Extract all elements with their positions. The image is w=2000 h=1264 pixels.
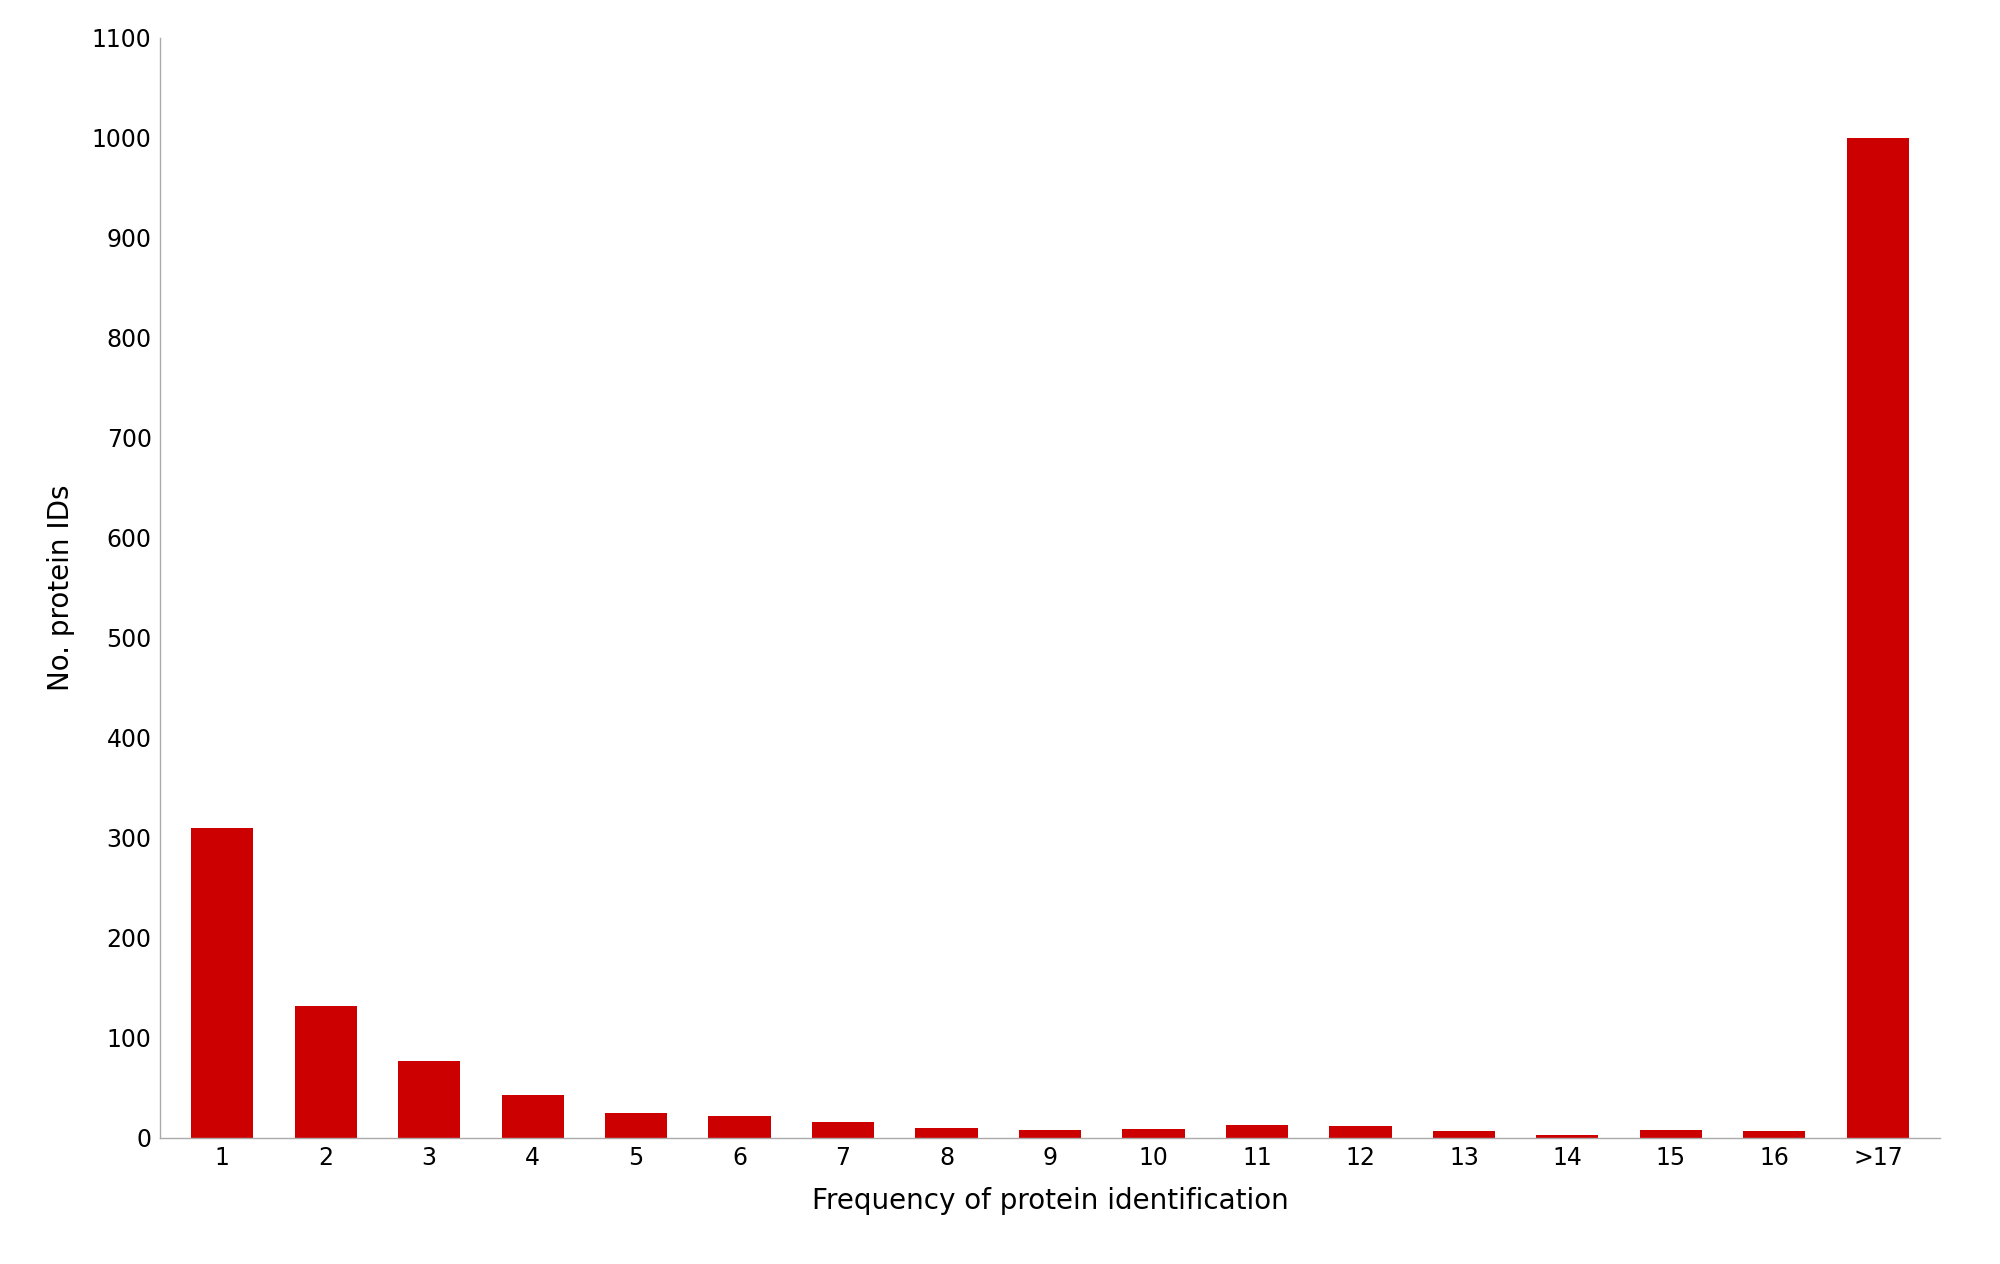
Bar xyxy=(398,1060,460,1138)
Bar xyxy=(1846,138,1908,1138)
Bar xyxy=(1122,1129,1184,1138)
Bar xyxy=(812,1121,874,1138)
Bar xyxy=(502,1095,564,1138)
Bar xyxy=(916,1127,978,1138)
Bar xyxy=(192,828,254,1138)
Bar xyxy=(1536,1135,1598,1138)
Bar xyxy=(1330,1126,1392,1138)
Bar xyxy=(1432,1130,1494,1138)
Y-axis label: No. protein IDs: No. protein IDs xyxy=(48,484,76,691)
Bar xyxy=(604,1112,668,1138)
Bar xyxy=(1018,1130,1082,1138)
Bar xyxy=(294,1006,356,1138)
Bar xyxy=(1744,1130,1806,1138)
X-axis label: Frequency of protein identification: Frequency of protein identification xyxy=(812,1187,1288,1215)
Bar xyxy=(708,1116,770,1138)
Bar xyxy=(1226,1125,1288,1138)
Bar xyxy=(1640,1130,1702,1138)
